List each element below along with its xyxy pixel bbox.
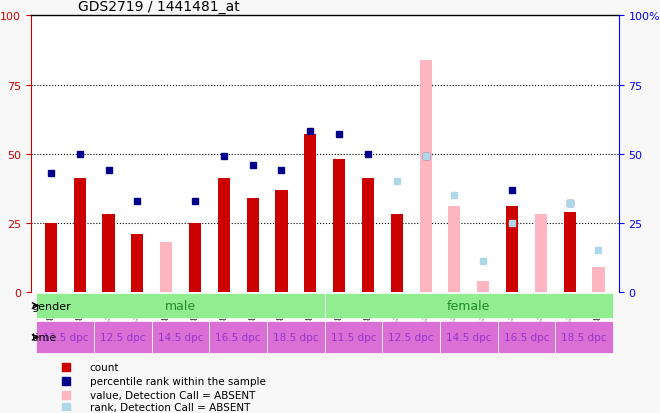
Text: female: female: [447, 299, 490, 312]
FancyBboxPatch shape: [325, 321, 382, 354]
Bar: [391, 215, 403, 292]
Text: 16.5 dpc: 16.5 dpc: [504, 332, 549, 342]
FancyBboxPatch shape: [555, 321, 613, 354]
Bar: [362, 179, 374, 292]
Text: rank, Detection Call = ABSENT: rank, Detection Call = ABSENT: [90, 403, 250, 413]
Bar: [535, 215, 547, 292]
FancyBboxPatch shape: [36, 294, 325, 318]
Text: gender: gender: [31, 301, 71, 311]
Bar: [247, 198, 259, 292]
Text: 14.5 dpc: 14.5 dpc: [446, 332, 492, 342]
Text: male: male: [165, 299, 196, 312]
Bar: [304, 135, 316, 292]
FancyBboxPatch shape: [440, 321, 498, 354]
Text: 18.5 dpc: 18.5 dpc: [561, 332, 607, 342]
Bar: [420, 60, 432, 292]
Text: value, Detection Call = ABSENT: value, Detection Call = ABSENT: [90, 390, 255, 400]
Bar: [564, 212, 576, 292]
Text: 11.5 dpc: 11.5 dpc: [331, 332, 376, 342]
Text: time: time: [31, 332, 57, 342]
Bar: [102, 215, 115, 292]
Text: 14.5 dpc: 14.5 dpc: [158, 332, 203, 342]
Text: 11.5 dpc: 11.5 dpc: [42, 332, 88, 342]
Bar: [477, 281, 489, 292]
Text: GDS2719 / 1441481_at: GDS2719 / 1441481_at: [78, 0, 240, 14]
Bar: [275, 190, 288, 292]
Bar: [131, 234, 143, 292]
FancyBboxPatch shape: [498, 321, 555, 354]
Bar: [160, 242, 172, 292]
FancyBboxPatch shape: [94, 321, 152, 354]
FancyBboxPatch shape: [152, 321, 209, 354]
Bar: [333, 160, 345, 292]
FancyBboxPatch shape: [209, 321, 267, 354]
FancyBboxPatch shape: [382, 321, 440, 354]
Bar: [74, 179, 86, 292]
Bar: [218, 179, 230, 292]
Bar: [506, 206, 518, 292]
Bar: [189, 223, 201, 292]
FancyBboxPatch shape: [325, 294, 613, 318]
Text: 12.5 dpc: 12.5 dpc: [388, 332, 434, 342]
FancyBboxPatch shape: [36, 321, 94, 354]
Text: 16.5 dpc: 16.5 dpc: [215, 332, 261, 342]
Text: percentile rank within the sample: percentile rank within the sample: [90, 377, 265, 387]
Bar: [45, 223, 57, 292]
Text: 12.5 dpc: 12.5 dpc: [100, 332, 146, 342]
Text: 18.5 dpc: 18.5 dpc: [273, 332, 319, 342]
Bar: [448, 206, 461, 292]
Bar: [593, 267, 605, 292]
Text: count: count: [90, 362, 119, 372]
FancyBboxPatch shape: [267, 321, 325, 354]
